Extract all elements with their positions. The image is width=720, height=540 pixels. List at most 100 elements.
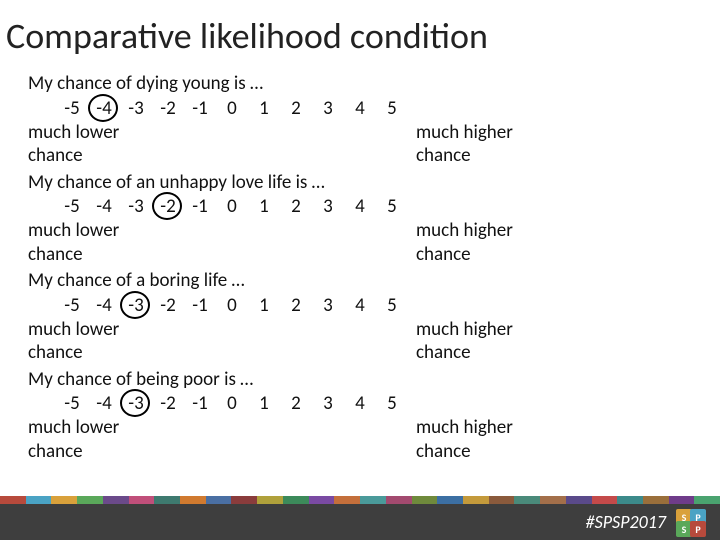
circled-marker-icon [120,389,150,417]
question-text: My chance of dying young is … [28,72,698,96]
scale-value: -1 [184,392,216,416]
strip-segment [463,496,489,504]
strip-segment [592,496,618,504]
scale-value: -2 [152,294,184,318]
strip-segment [77,496,103,504]
anchor-left: much lowerchance [28,121,119,169]
slide-title: Comparative likelihood condition [0,0,720,64]
footer-hashtag: #SPSP2017 [586,511,666,533]
scale-value: 1 [248,195,280,219]
scale-value: -3 [120,97,152,121]
scale-value: 2 [280,294,312,318]
strip-segment [360,496,386,504]
strip-segment [26,496,52,504]
scale-value: 1 [248,97,280,121]
anchor-right: much higherchance [416,219,513,267]
strip-segment [386,496,412,504]
scale-value: -5 [56,97,88,121]
scale-value: 3 [312,294,344,318]
scale-value: 2 [280,392,312,416]
strip-segment [334,496,360,504]
scale-value: 0 [216,392,248,416]
question-text: My chance of an unhappy love life is … [28,171,698,195]
scale-value: 1 [248,392,280,416]
scale-value: 3 [312,392,344,416]
strip-segment [206,496,232,504]
scale-value: 5 [376,392,408,416]
anchor-left: much lowerchance [28,416,119,464]
scale-value: -3 [120,392,152,416]
scale-value: 3 [312,97,344,121]
scale-value: -3 [120,195,152,219]
scale-value: 3 [312,195,344,219]
circled-marker-icon [120,291,150,319]
strip-segment [257,496,283,504]
scale-value: -5 [56,294,88,318]
scale-value: 4 [344,195,376,219]
anchor-right: much higherchance [416,318,513,366]
anchor-right: much higherchance [416,416,513,464]
scale-value: 4 [344,294,376,318]
strip-segment [412,496,438,504]
strip-segment [283,496,309,504]
scale-value: 5 [376,195,408,219]
scale-value: -4 [88,392,120,416]
scale-row: -5-4-3-2-1012345 [56,294,698,318]
scale-value: 5 [376,294,408,318]
anchor-left: much lowerchance [28,219,119,267]
scale-value: -1 [184,195,216,219]
scale-value: 4 [344,392,376,416]
scale-value: -1 [184,294,216,318]
strip-segment [51,496,77,504]
strip-segment [154,496,180,504]
spsp-logo-icon: S P S P [676,509,706,535]
strip-segment [129,496,155,504]
scale-value: 4 [344,97,376,121]
scale-row: -5-4-3-2-1012345 [56,195,698,219]
scale-value: 0 [216,97,248,121]
scale-value: -1 [184,97,216,121]
anchor-labels: much lowerchance much higherchance [28,219,698,267]
scale-value: 5 [376,97,408,121]
scale-value: 2 [280,97,312,121]
scale-value: -2 [152,195,184,219]
scale-value: 2 [280,195,312,219]
question-text: My chance of a boring life … [28,269,698,293]
strip-segment [437,496,463,504]
strip-segment [514,496,540,504]
scale-row: -5-4-3-2-1012345 [56,392,698,416]
scale-value: -5 [56,195,88,219]
scale-value: 0 [216,294,248,318]
strip-segment [103,496,129,504]
scale-value: 0 [216,195,248,219]
scale-value: 1 [248,294,280,318]
circled-marker-icon [88,94,118,122]
decorative-color-strip [0,496,720,504]
strip-segment [643,496,669,504]
anchor-right: much higherchance [416,121,513,169]
scale-value: -4 [88,195,120,219]
anchor-left: much lowerchance [28,318,119,366]
scale-value: -4 [88,97,120,121]
scale-value: -2 [152,97,184,121]
strip-segment [0,496,26,504]
strip-segment [231,496,257,504]
circled-marker-icon [152,192,182,220]
strip-segment [540,496,566,504]
scale-value: -2 [152,392,184,416]
logo-letter: P [690,521,706,537]
scale-value: -5 [56,392,88,416]
strip-segment [617,496,643,504]
scale-row: -5-4-3-2-1012345 [56,97,698,121]
scale-value: -3 [120,294,152,318]
anchor-labels: much lowerchance much higherchance [28,121,698,169]
question-text: My chance of being poor is … [28,368,698,392]
anchor-labels: much lowerchance much higherchance [28,416,698,464]
strip-segment [309,496,335,504]
footer-bar: #SPSP2017 S P S P [0,504,720,540]
anchor-labels: much lowerchance much higherchance [28,318,698,366]
strip-segment [694,496,720,504]
strip-segment [669,496,695,504]
strip-segment [566,496,592,504]
strip-segment [180,496,206,504]
